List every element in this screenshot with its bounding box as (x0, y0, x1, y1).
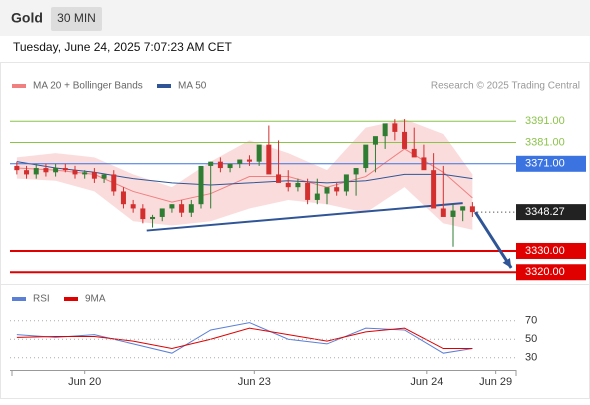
candle-body (24, 170, 30, 175)
level-label-box (516, 242, 586, 259)
candle-body (53, 168, 59, 173)
candle-body (266, 144, 272, 175)
candle-body (91, 172, 97, 179)
candle-body (334, 187, 340, 192)
candle-body (82, 172, 88, 175)
x-tick-label: Jun 23 (238, 376, 271, 388)
arrow-head (502, 258, 512, 268)
rsi-tick-label: 70 (525, 315, 537, 327)
projection-arrow (474, 211, 513, 269)
candle-body (198, 165, 204, 205)
candle-body (276, 174, 282, 183)
candle-body (285, 182, 291, 188)
title: Gold (11, 10, 43, 26)
candle-body (343, 174, 349, 192)
candle-body (217, 161, 223, 169)
candle-body (237, 159, 243, 164)
level-label: 3348.27 (525, 206, 565, 218)
candle-body (392, 123, 398, 132)
bollinger-band (16, 119, 473, 230)
candle-body (421, 157, 427, 171)
candle-body (101, 174, 107, 179)
level-label-box (516, 264, 586, 281)
candle-body (14, 165, 20, 171)
candle-body (246, 159, 252, 162)
interval-badge[interactable] (51, 7, 102, 31)
source: Research © 2025 Trading Central (431, 81, 580, 92)
legend-label: RSI (33, 294, 50, 305)
level-label: 3320.00 (525, 266, 565, 278)
x-tick-label: Jun 24 (410, 376, 443, 388)
candle-body (179, 204, 185, 213)
timestamp: Tuesday, June 24, 2025 7:07:23 AM CET (13, 40, 232, 54)
candle-body (111, 174, 117, 192)
legend-swatch (64, 297, 78, 301)
trendline (146, 202, 463, 232)
legend-label: MA 50 (178, 81, 207, 92)
candle-body (295, 182, 301, 188)
candle-body (469, 206, 475, 213)
level-label: 3371.00 (525, 158, 565, 170)
legend-swatch (157, 84, 171, 88)
candle-body (169, 204, 175, 209)
x-tick-label: Jun 29 (479, 376, 512, 388)
candle-body (150, 216, 156, 220)
rsi-line (16, 322, 473, 354)
candle-body (62, 168, 68, 171)
candle-body (382, 123, 388, 137)
legend-swatch (12, 297, 26, 301)
level-label: 3381.00 (525, 136, 565, 148)
candle-body (440, 208, 446, 217)
candle-body (120, 191, 126, 205)
candle-body (43, 168, 49, 173)
interval[interactable]: 30 MIN (57, 11, 96, 25)
rsi-tick-label: 50 (525, 333, 537, 345)
candle-body (372, 136, 378, 145)
level-label-box (516, 155, 586, 172)
rsi-tick-label: 30 (525, 352, 537, 364)
candle-body (402, 131, 408, 149)
candle-body (450, 210, 456, 217)
panel-border (0, 62, 590, 399)
candle-body (314, 193, 320, 200)
candle-body (411, 148, 417, 158)
legend-swatch (12, 84, 26, 88)
candle-body (72, 170, 78, 175)
candle-body (256, 144, 262, 162)
level-label: 3391.00 (525, 115, 565, 127)
candle-body (208, 161, 214, 166)
candle-body (324, 187, 330, 194)
candle-body (431, 170, 437, 209)
legend-label: MA 20 + Bollinger Bands (33, 81, 143, 92)
candle-body (159, 208, 165, 217)
candle-body (140, 208, 146, 220)
candle-body (460, 206, 466, 211)
candle-body (33, 168, 39, 175)
candle-body (363, 144, 369, 169)
candle-body (188, 204, 194, 213)
x-tick-label: Jun 20 (68, 376, 101, 388)
rsi-line (16, 327, 473, 350)
level-label-box (516, 204, 586, 221)
candle-body (130, 204, 136, 209)
legend-label: 9MA (85, 294, 106, 305)
candle-body (227, 163, 233, 169)
candle-body (305, 182, 311, 200)
candle-body (353, 168, 359, 175)
level-label: 3330.00 (525, 245, 565, 257)
